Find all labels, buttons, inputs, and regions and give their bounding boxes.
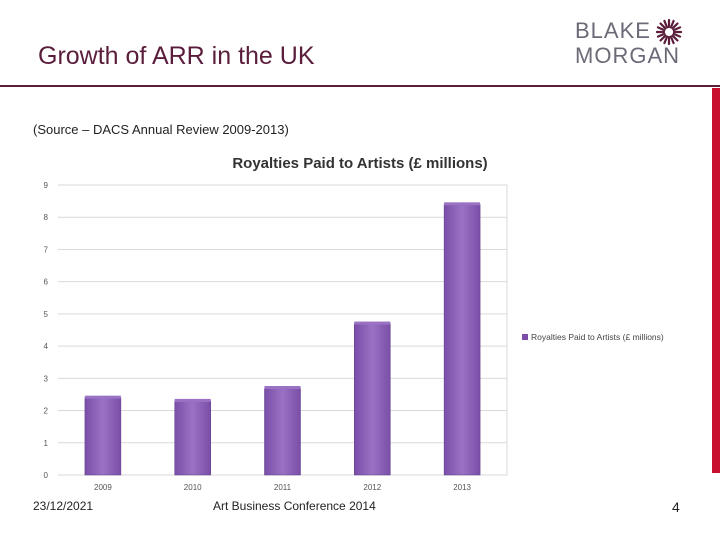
legend-swatch bbox=[522, 334, 528, 340]
y-tick-label: 6 bbox=[44, 278, 49, 287]
logo-ray bbox=[663, 35, 669, 45]
bar-2012 bbox=[354, 323, 391, 476]
logo-ray bbox=[669, 35, 675, 45]
footer-event: Art Business Conference 2014 bbox=[213, 499, 376, 513]
header-divider bbox=[0, 85, 720, 87]
logo-starburst-icon bbox=[655, 18, 683, 46]
x-tick-label: 2013 bbox=[453, 483, 471, 492]
x-tick-label: 2009 bbox=[94, 483, 112, 492]
logo-ray bbox=[656, 32, 666, 38]
logo-ray bbox=[672, 26, 682, 32]
page-number: 4 bbox=[672, 499, 680, 515]
y-tick-label: 7 bbox=[44, 245, 49, 254]
source-note: (Source – DACS Annual Review 2009-2013) bbox=[33, 122, 289, 137]
blake-morgan-logo: BLAKE MORGAN bbox=[575, 18, 687, 70]
bar-2013 bbox=[443, 204, 481, 476]
slide-title: Growth of ARR in the UK bbox=[38, 42, 315, 70]
footer-date: 23/12/2021 bbox=[33, 499, 94, 513]
bar-2011 bbox=[264, 387, 301, 476]
legend-label: Royalties Paid to Artists (£ millions) bbox=[531, 332, 664, 342]
bar-cap bbox=[444, 202, 481, 206]
logo-ray bbox=[671, 34, 679, 42]
logo-ray bbox=[663, 19, 669, 29]
y-tick-label: 4 bbox=[44, 342, 49, 351]
bar-cap bbox=[354, 321, 391, 325]
bar-2010 bbox=[174, 400, 211, 476]
x-tick-label: 2010 bbox=[184, 483, 202, 492]
bar-cap bbox=[264, 386, 301, 389]
y-tick-label: 1 bbox=[44, 439, 49, 448]
x-tick-label: 2011 bbox=[274, 483, 292, 492]
bar-cap bbox=[174, 398, 211, 402]
logo-ray bbox=[669, 19, 675, 29]
logo-ray bbox=[671, 22, 679, 30]
logo-ray bbox=[659, 22, 667, 30]
logo-ray bbox=[656, 26, 666, 32]
accent-bar bbox=[712, 88, 720, 473]
bar-chart: Royalties Paid to Artists (£ millions) 0… bbox=[44, 155, 664, 492]
chart-title: Royalties Paid to Artists (£ millions) bbox=[232, 155, 487, 172]
logo-ray bbox=[659, 34, 667, 42]
y-tick-label: 3 bbox=[44, 374, 49, 383]
y-tick-label: 5 bbox=[44, 310, 49, 319]
bar-2009 bbox=[84, 397, 122, 476]
x-tick-label: 2012 bbox=[363, 483, 381, 492]
y-tick-label: 9 bbox=[44, 181, 49, 190]
logo-word-bottom: MORGAN bbox=[575, 43, 680, 68]
bar-cap bbox=[84, 395, 121, 399]
y-tick-label: 0 bbox=[44, 471, 49, 480]
logo-ray bbox=[672, 32, 682, 38]
logo-word-top: BLAKE bbox=[575, 18, 651, 43]
y-tick-label: 8 bbox=[44, 213, 49, 222]
y-tick-label: 2 bbox=[44, 407, 49, 416]
